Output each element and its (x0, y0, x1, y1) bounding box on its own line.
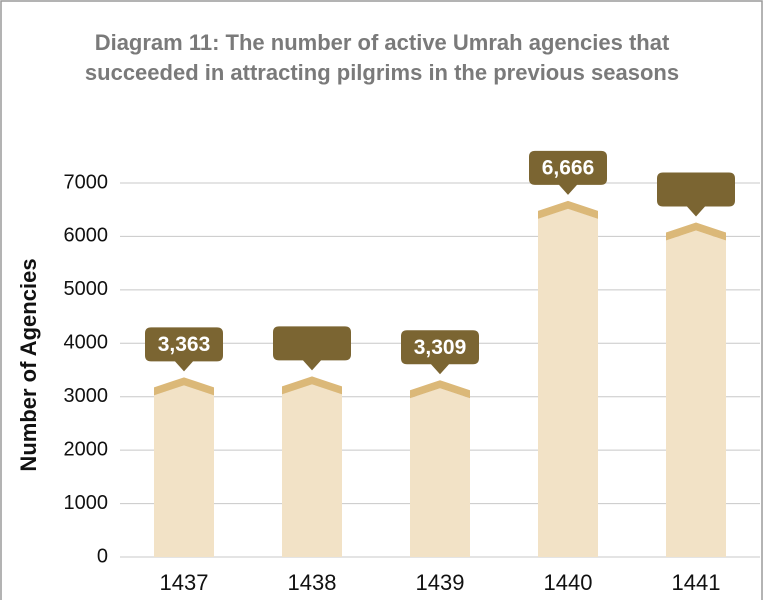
value-label: 6,666 (542, 156, 595, 179)
value-label: 3,309 (414, 336, 467, 359)
y-tick-label: 7000 (64, 171, 109, 193)
y-tick-label: 5000 (64, 278, 109, 300)
x-tick-label: 1437 (160, 570, 209, 595)
bar (154, 385, 214, 557)
bar (410, 388, 470, 557)
bar (666, 230, 726, 557)
chart-title: Diagram 11: The number of active Umrah a… (95, 30, 670, 55)
bar-cap (154, 377, 214, 396)
y-tick-label: 6000 (64, 225, 109, 247)
y-tick-label: 4000 (64, 332, 109, 354)
bar (282, 384, 342, 557)
bar-cap (538, 200, 598, 219)
value-callout (273, 326, 351, 371)
bar-cap (410, 380, 470, 399)
x-tick-label: 1441 (672, 570, 721, 595)
bar-cap (282, 376, 342, 395)
value-callout (401, 330, 479, 375)
chart-title: succeeded in attracting pilgrims in the … (85, 60, 679, 85)
x-tick-label: 1440 (544, 570, 593, 595)
bar (538, 208, 598, 557)
value-callout (529, 150, 607, 195)
y-tick-label: 0 (97, 545, 108, 567)
x-tick-label: 1439 (416, 570, 465, 595)
bar-cap (666, 222, 726, 241)
value-callout (657, 172, 735, 217)
x-tick-label: 1438 (288, 570, 337, 595)
y-axis-label: Number of Agencies (16, 258, 41, 471)
y-tick-label: 2000 (64, 438, 109, 460)
y-tick-label: 3000 (64, 385, 109, 407)
value-label: 3,363 (158, 333, 211, 356)
value-callout (145, 327, 223, 372)
y-tick-label: 1000 (64, 492, 109, 514)
